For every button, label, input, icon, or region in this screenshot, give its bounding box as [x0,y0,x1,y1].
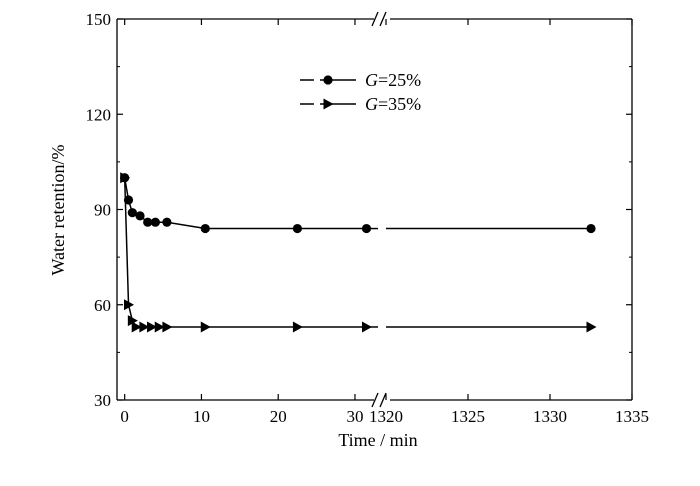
legend-label-g25-var: G [365,70,378,90]
series-1-point-11 [586,321,597,333]
series-0-point-6 [162,217,172,227]
plot-frame [116,11,633,408]
legend-marker-0 [323,75,333,85]
x-tick-label-30: 30 [346,407,363,426]
series-1-point-5 [147,321,158,333]
series-1-point-1 [124,299,135,311]
axis-break-mark-bottom-b [379,392,387,408]
series-0-point-7 [200,223,210,234]
series-0 [120,173,596,234]
legend-label-g25-value: =25% [378,70,421,90]
x-tick-label-1320: 1320 [369,407,403,426]
axis-break-mark-top-a [371,11,379,27]
series-1-point-10 [361,321,372,333]
x-axis-ticks: 0 10 20 30 1320 1325 1330 1335 [120,19,649,426]
y-axis-ticks: 30 60 90 120 150 [86,10,632,410]
series-1-point-8 [200,321,211,333]
x-tick-label-1330: 1330 [533,407,567,426]
y-tick-label-90: 90 [94,201,111,220]
legend-label-g35-var: G [365,94,378,114]
series-1 [120,172,597,333]
series-1-point-3 [131,321,142,333]
series-1-point-9 [292,321,303,333]
axis-break-mark-bottom-a [371,392,379,408]
legend-label-g25: G=25% [365,70,421,90]
series-0-point-3 [135,211,145,221]
y-tick-label-60: 60 [94,296,111,315]
series-1-point-2 [127,315,138,327]
y-tick-label-150: 150 [86,10,112,29]
y-axis-title: Water retention/% [48,145,68,276]
series-0-point-5 [150,217,160,227]
series-1-point-0 [120,172,131,184]
series-1-point-7 [162,321,173,333]
series-1-point-6 [154,321,165,333]
data-series [120,172,597,333]
y-tick-label-120: 120 [86,105,112,124]
series-1-point-4 [139,321,150,333]
series-0-point-10 [586,223,596,234]
legend: G=25% G=35% [300,70,421,114]
legend-marker-1 [323,98,334,110]
legend-label-g35: G=35% [365,94,421,114]
series-0-line [123,177,367,230]
legend-label-g35-value: =35% [378,94,421,114]
y-tick-label-30: 30 [94,391,111,410]
series-0-point-1 [123,195,134,205]
x-tick-label-1325: 1325 [451,407,485,426]
x-tick-label-10: 10 [193,407,210,426]
x-tick-label-0: 0 [120,407,129,426]
series-0-point-8 [292,223,302,234]
axis-break-mark-top-b [379,11,387,27]
series-0-point-2 [127,208,137,218]
series-1-line [123,177,367,328]
series-0-point-4 [143,217,153,227]
x-tick-label-1335: 1335 [615,407,649,426]
series-0-point-9 [361,223,372,234]
x-axis-title: Time / min [338,430,417,450]
x-tick-label-20: 20 [270,407,287,426]
